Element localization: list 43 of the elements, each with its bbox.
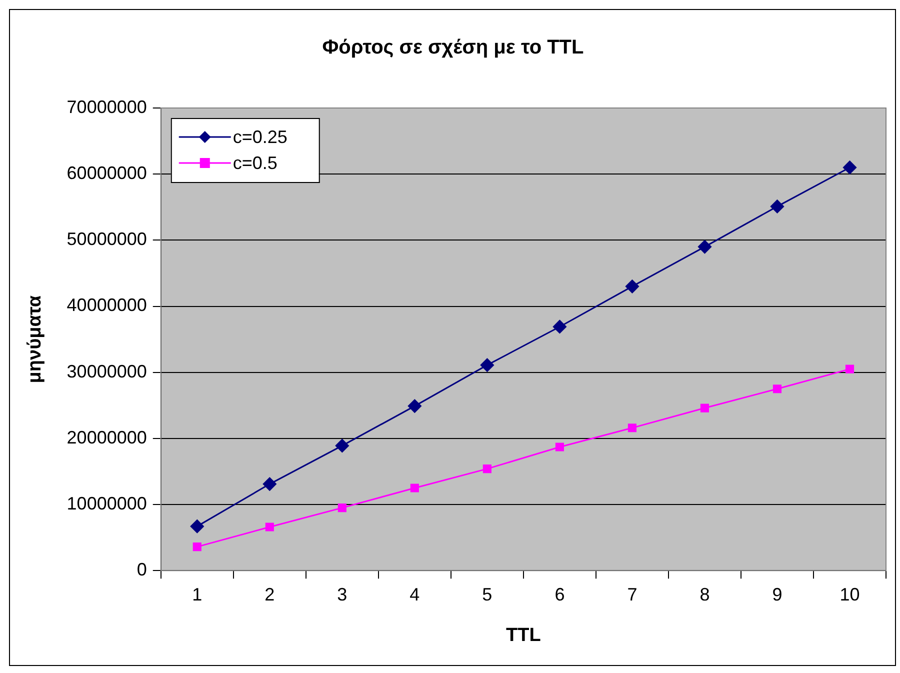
point [335,438,349,452]
x-tick-label: 8 [700,584,710,604]
x-tick-label: 6 [554,584,565,604]
y-tick-label: 60000000 [66,163,147,184]
x-tick-label: 9 [772,584,782,604]
chart-title: Φόρτος σε σχέση με το TTL [322,36,584,59]
x-tick-label: 4 [410,584,420,604]
point [408,399,422,413]
point [772,384,782,394]
point [552,320,566,334]
y-tick-label: 30000000 [66,361,147,382]
point [338,504,346,512]
legend-label: c=0.5 [232,152,278,173]
point [842,160,856,174]
point [625,280,639,294]
legend-label: c=0.25 [232,126,288,147]
point [770,200,784,214]
y-tick-label: 0 [136,560,147,580]
point [480,358,494,372]
point [700,404,710,412]
x-tick-label: 1 [192,584,202,604]
x-tick-label: 2 [264,584,275,604]
point [192,542,202,552]
y-tick-label: 10000000 [66,493,147,514]
point [628,424,636,432]
point [190,520,204,534]
x-tick-label: 10 [840,584,860,604]
point [410,484,419,492]
x-axis-title: TTL [506,624,542,646]
point [262,477,276,491]
point [265,522,274,532]
x-tick-label: 3 [337,584,348,604]
point [482,464,492,474]
y-tick-label: 40000000 [66,295,147,316]
x-tick-label: 5 [482,584,492,604]
y-tick-label: 20000000 [66,427,147,448]
y-tick-label: 50000000 [66,229,147,250]
point [698,240,712,254]
y-tick-label: 70000000 [66,96,147,117]
x-tick-label: 7 [627,584,638,604]
point [845,364,854,374]
point [555,442,564,452]
y-axis-title: μηνύματα [24,295,46,384]
